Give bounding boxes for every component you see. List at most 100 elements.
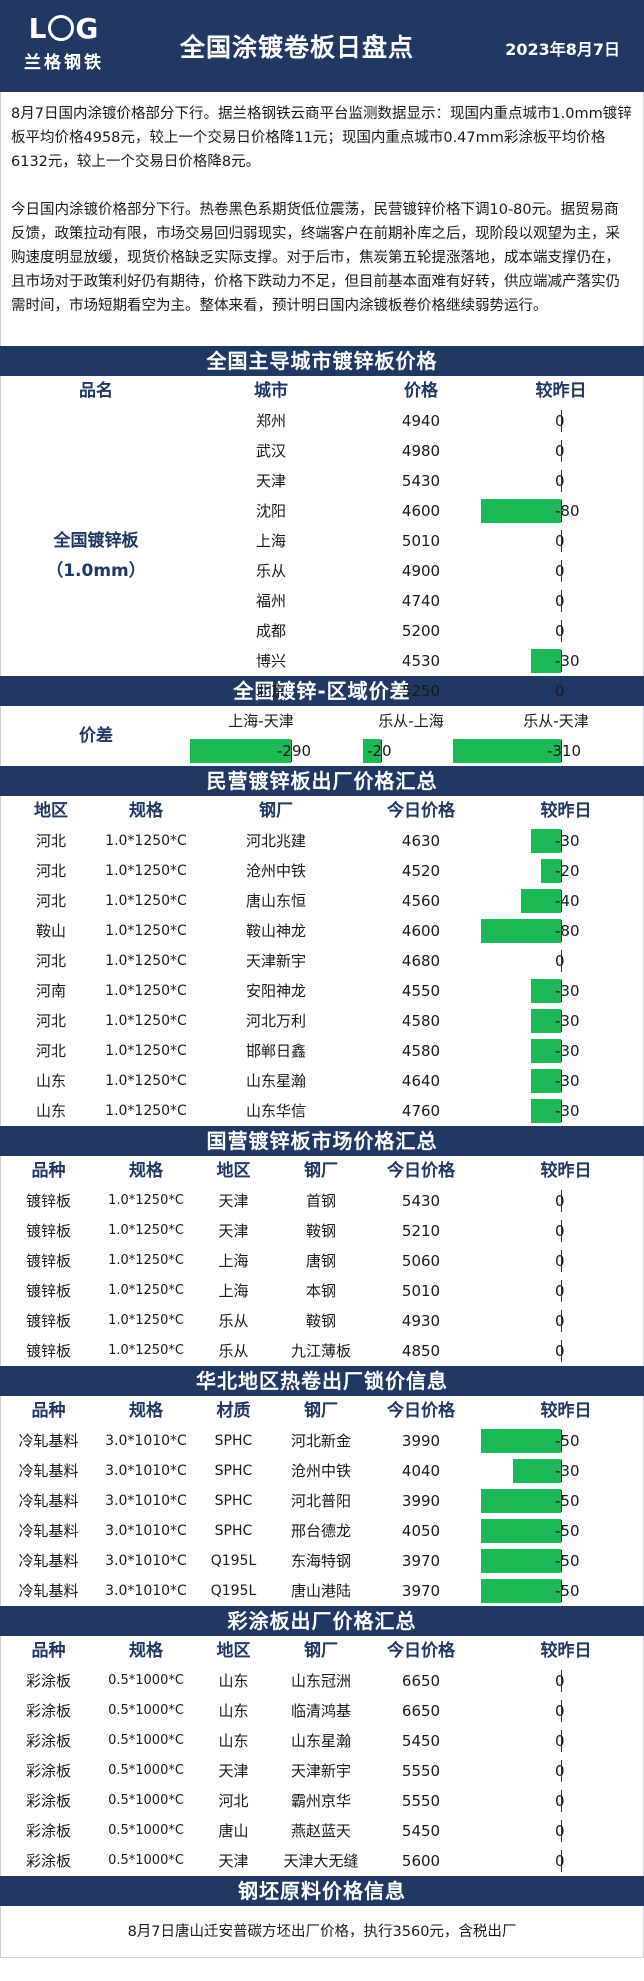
zero-axis [561, 680, 562, 702]
mill-name: 唐钢 [305, 1252, 336, 1270]
col-header-spec: 规格 [129, 1401, 163, 1421]
zero-axis [561, 1100, 562, 1122]
city-name: 北京 [255, 682, 286, 700]
spec-value: 1.0*1250*C [105, 833, 187, 849]
table-row: 乐从 4900 0 [1, 556, 643, 586]
zero-axis [561, 1220, 562, 1242]
change-bar [481, 1579, 561, 1603]
spec-value: 0.5*1000*C [108, 1823, 184, 1838]
spec-value: 3.0*1010*C [105, 1433, 187, 1449]
mill-name: 临清鸿基 [290, 1702, 351, 1720]
region-name: 上海 [218, 1282, 249, 1300]
diff-row: -20 [1, 736, 644, 766]
section-hot-coil-title: 华北地区热卷出厂锁价信息 [0, 1366, 644, 1396]
table-row: 鞍山 1.0*1250*C 鞍山神龙 4600 -80 [1, 916, 643, 946]
diff-value: -20 [367, 742, 392, 760]
zero-axis [561, 1850, 562, 1872]
change-bar [481, 1519, 561, 1543]
table-row: 彩涂板 0.5*1000*C 天津 天津新宇 5550 0 [1, 1756, 643, 1786]
region-name: 天津 [218, 1762, 249, 1780]
kind-name: 彩涂板 [25, 1732, 71, 1750]
col-header-price: 今日价格 [387, 1641, 455, 1661]
spec-value: 1.0*1250*C [105, 983, 187, 999]
spec-value: 0.5*1000*C [108, 1853, 184, 1868]
price-value: 4040 [401, 1462, 441, 1480]
col-header-kind: 品种 [31, 1161, 66, 1181]
mill-name: 邯郸日鑫 [245, 1042, 306, 1060]
kind-name: 冷轧基料 [18, 1492, 79, 1510]
change-value: 0 [555, 1222, 565, 1240]
table-row: 彩涂板 0.5*1000*C 天津 天津大无缝 5600 0 [1, 1846, 643, 1876]
change-value: 0 [555, 682, 565, 700]
change-bar [481, 1549, 561, 1573]
city-name: 福州 [255, 592, 286, 610]
table-row: 冷轧基料 3.0*1010*C SPHC 沧州中铁 4040 -30 [1, 1456, 643, 1486]
table-header: 品名 城市 价格 较昨日 [1, 376, 643, 406]
mill-name: 河北新金 [290, 1432, 351, 1450]
kind-name: 冷轧基料 [18, 1462, 79, 1480]
change-bar [531, 649, 561, 673]
spec-value: 3.0*1010*C [105, 1493, 187, 1509]
section-city-galvanized: 品名 城市 价格 较昨日 全国镀锌板 （1.0mm） 郑州 4940 0 武汉 4980… [0, 376, 644, 702]
change-value: 0 [555, 622, 565, 640]
spec-value: 1.0*1250*C [105, 863, 187, 879]
section-color-coated: 品种 规格 地区 钢厂 今日价格 较昨日 彩涂板 0.5*1000*C 山东 山东冠洲… [0, 1636, 644, 1876]
price-value: 5210 [401, 1222, 441, 1240]
section-hot-coil: 品种 规格 材质 钢厂 今日价格 较昨日 冷轧基料 3.0*1010*C SPHC 河… [0, 1396, 644, 1606]
mill-name: 唐山港陆 [290, 1582, 351, 1600]
mill-name: 鞍钢 [305, 1222, 336, 1240]
material-value: SPHC [214, 1493, 253, 1509]
col-header-kind: 品种 [31, 1401, 66, 1421]
spec-value: 3.0*1010*C [105, 1553, 187, 1569]
table-header: 品种 规格 地区 钢厂 今日价格 较昨日 [1, 1636, 643, 1666]
price-value: 6650 [401, 1672, 441, 1690]
change-value: -50 [555, 1552, 580, 1570]
price-value: 4930 [401, 1312, 441, 1330]
spec-value: 3.0*1010*C [105, 1583, 187, 1599]
col-header-price: 价格 [404, 381, 438, 401]
price-value: 5550 [401, 1792, 441, 1810]
region-name: 天津 [218, 1222, 249, 1240]
city-name: 天津 [255, 472, 286, 490]
price-value: 4600 [401, 502, 441, 520]
col-header-change: 较昨日 [535, 381, 587, 401]
table-row: 郑州 4940 0 [1, 406, 643, 436]
change-value: 0 [555, 1762, 565, 1780]
change-bar [531, 1099, 561, 1123]
table-row: 河北 1.0*1250*C 河北万利 4580 -30 [1, 1006, 643, 1036]
zero-axis [561, 1340, 562, 1362]
region-name: 河北 [35, 862, 66, 880]
price-value: 4600 [401, 922, 441, 940]
change-value: -50 [555, 1582, 580, 1600]
table-row: 河北 1.0*1250*C 河北兆建 4630 -30 [1, 826, 643, 856]
col-header-region: 地区 [216, 1161, 251, 1181]
mill-name: 山东星瀚 [245, 1072, 306, 1090]
zero-axis [561, 1190, 562, 1212]
city-name: 成都 [255, 622, 286, 640]
price-value: 5010 [401, 1282, 441, 1300]
col-header-change: 较昨日 [540, 801, 592, 821]
change-value: -50 [555, 1522, 580, 1540]
col-header-region: 地区 [216, 1641, 251, 1661]
product-spec: （1.0mm） [46, 561, 146, 581]
change-bar [521, 889, 561, 913]
mill-name: 沧州中铁 [290, 1462, 351, 1480]
section-billet-title: 钢坯原料价格信息 [0, 1876, 644, 1906]
price-value: 4740 [401, 592, 441, 610]
change-value: -50 [555, 1492, 580, 1510]
mill-name: 山东星瀚 [290, 1732, 351, 1750]
change-bar [481, 499, 561, 523]
table-row: 冷轧基料 3.0*1010*C SPHC 河北新金 3990 -50 [1, 1426, 643, 1456]
billet-price-text: 8月7日唐山迁安普碳方坯出厂价格，执行3560元，含税出厂 [0, 1906, 644, 1958]
col-header-region: 地区 [34, 801, 68, 821]
region-name: 河北 [35, 1042, 66, 1060]
spec-value: 1.0*1250*C [105, 1073, 187, 1089]
region-name: 唐山 [218, 1822, 249, 1840]
zero-axis [561, 1010, 562, 1032]
summary-text: 8月7日国内涂镀价格部分下行。据兰格钢铁云商平台监测数据显示：现国内重点城市1.… [0, 92, 644, 346]
change-bar [481, 1429, 561, 1453]
table-row: 天津 5430 0 [1, 466, 643, 496]
zero-axis [561, 1820, 562, 1842]
zero-axis [291, 740, 292, 762]
col-header-change: 较昨日 [540, 1641, 592, 1661]
